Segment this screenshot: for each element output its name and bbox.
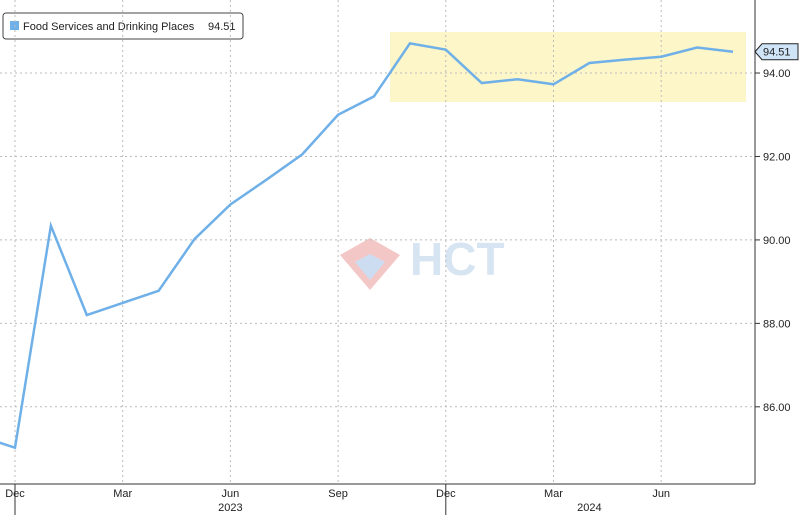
year-label: 2023	[218, 502, 242, 514]
y-tick-label: 90.00	[763, 235, 791, 247]
y-tick-label: 92.00	[763, 151, 791, 163]
x-tick-label: Mar	[544, 488, 563, 500]
data-line	[0, 42, 734, 450]
legend-value: 94.51	[208, 21, 236, 33]
x-tick-label: Sep	[328, 488, 348, 500]
x-tick-label: Jun	[222, 488, 240, 500]
x-tick-label: Jun	[652, 488, 670, 500]
y-tick-label: 86.00	[763, 402, 791, 414]
last-value-label: 94.51	[763, 47, 791, 59]
plot-area	[0, 42, 734, 450]
watermark-text: HCT	[410, 233, 505, 285]
year-label: 2024	[577, 502, 601, 514]
y-tick-label: 88.00	[763, 318, 791, 330]
legend-label: Food Services and Drinking Places	[23, 21, 195, 33]
x-tick-label: Mar	[113, 488, 132, 500]
watermark: HCT	[340, 233, 505, 290]
highlight-box	[390, 32, 746, 102]
last-value-tag	[754, 43, 799, 61]
y-tick-label: 94.00	[763, 68, 791, 80]
